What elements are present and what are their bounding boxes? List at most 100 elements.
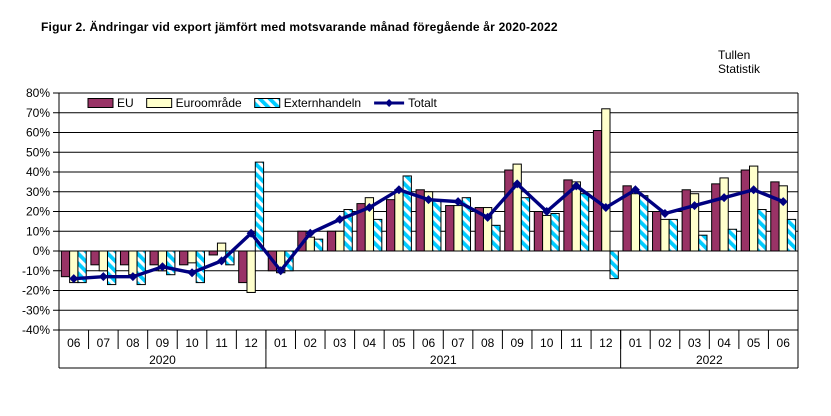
bar <box>630 193 641 252</box>
bar <box>98 250 108 272</box>
bar <box>453 205 463 252</box>
bar <box>216 242 227 252</box>
bar <box>326 230 337 252</box>
bar <box>749 165 759 252</box>
x-axis: 06 07 08 09 10 11 12 01 02 03 04 05 06 07 08 09 10 11 12 01… <box>58 330 799 369</box>
line-marker <box>187 268 197 278</box>
bars-externhandeln <box>77 161 797 286</box>
line-marker <box>128 272 138 282</box>
bar <box>689 193 700 252</box>
legend: EU Euroområde Externhandeln Totalt <box>84 95 437 111</box>
y-tick-label: -20% <box>22 284 50 298</box>
bar <box>778 185 788 252</box>
y-tick-label: 70% <box>26 106 50 120</box>
chart-title: Figur 2. Ändringar vid export jämfört me… <box>41 20 558 34</box>
line-marker <box>542 207 552 216</box>
bar <box>711 183 721 252</box>
bar <box>385 199 396 252</box>
bar <box>652 211 662 252</box>
y-tick-label: 60% <box>26 126 50 140</box>
branding-line1: Tullen <box>718 48 751 62</box>
y-tick-label: -40% <box>22 323 50 337</box>
bar <box>313 238 324 252</box>
legend-label: Totalt <box>408 96 437 110</box>
month-label: 06 <box>777 336 791 350</box>
month-label: 12 <box>599 336 613 350</box>
bar <box>402 175 412 252</box>
line-marker <box>394 185 404 195</box>
month-label: 08 <box>126 336 140 350</box>
month-label: 10 <box>185 336 199 350</box>
line-marker <box>157 262 167 272</box>
line-marker <box>335 214 345 224</box>
month-label: 08 <box>481 336 495 350</box>
line-marker <box>483 212 493 222</box>
y-tick-label: 10% <box>26 224 50 238</box>
bar <box>119 250 130 266</box>
line-marker <box>512 179 522 189</box>
bar <box>504 169 514 252</box>
bar <box>60 250 71 278</box>
legend-swatch-eu <box>87 98 114 108</box>
branding-text: Tullen Statistik <box>718 48 760 76</box>
y-tick-label: 0% <box>33 244 51 258</box>
bar <box>592 130 603 252</box>
bar <box>698 234 708 252</box>
month-label: 07 <box>97 336 111 350</box>
bar <box>757 209 767 252</box>
bar <box>668 218 678 252</box>
bar <box>254 161 265 252</box>
line-marker <box>601 203 611 213</box>
bar <box>512 163 522 252</box>
line-marker <box>630 185 640 195</box>
month-label: 05 <box>392 336 406 350</box>
year-label: 2022 <box>696 353 723 367</box>
bar <box>461 197 472 252</box>
y-tick-label: -10% <box>22 264 50 278</box>
legend-line-marker <box>385 99 394 107</box>
bar <box>187 250 197 264</box>
bar <box>335 230 345 252</box>
month-label: 02 <box>658 336 672 350</box>
bar <box>542 214 552 252</box>
bar <box>609 250 619 280</box>
line-marker <box>749 185 759 195</box>
month-label: 01 <box>274 336 288 350</box>
month-label: 04 <box>717 336 731 350</box>
bar <box>491 224 501 252</box>
bar <box>106 250 117 286</box>
legend-swatch-euroområde <box>146 98 173 108</box>
month-label: 07 <box>451 336 465 350</box>
line-marker <box>571 181 581 191</box>
bar <box>432 199 442 252</box>
month-label: 04 <box>363 336 377 350</box>
bar <box>533 211 544 252</box>
bar <box>786 218 797 252</box>
month-label: 06 <box>422 336 436 350</box>
line-marker <box>98 272 108 282</box>
bar <box>719 177 729 252</box>
legend-label: Externhandeln <box>284 96 361 110</box>
month-label: 09 <box>156 336 170 350</box>
bar <box>681 189 691 252</box>
bar <box>660 218 670 252</box>
bar <box>246 250 256 293</box>
bar <box>208 250 218 256</box>
y-tick-label: 80% <box>26 86 50 100</box>
bars-euroområde <box>69 108 788 293</box>
bar <box>727 228 738 252</box>
y-tick-label: -30% <box>22 303 50 317</box>
year-label: 2020 <box>149 353 176 367</box>
y-axis-labels: -40% -30% -20% -10% 0% 10% 20% 30% 40% 50% 60% 70% 8… <box>22 86 50 337</box>
y-tick-label: 50% <box>26 145 50 159</box>
month-label: 11 <box>215 336 228 350</box>
month-label: 10 <box>540 336 554 350</box>
month-label: 03 <box>333 336 347 350</box>
line-marker <box>246 228 256 238</box>
month-label: 02 <box>304 336 318 350</box>
line-marker <box>364 203 374 213</box>
bar <box>601 108 611 252</box>
bar <box>166 250 176 276</box>
